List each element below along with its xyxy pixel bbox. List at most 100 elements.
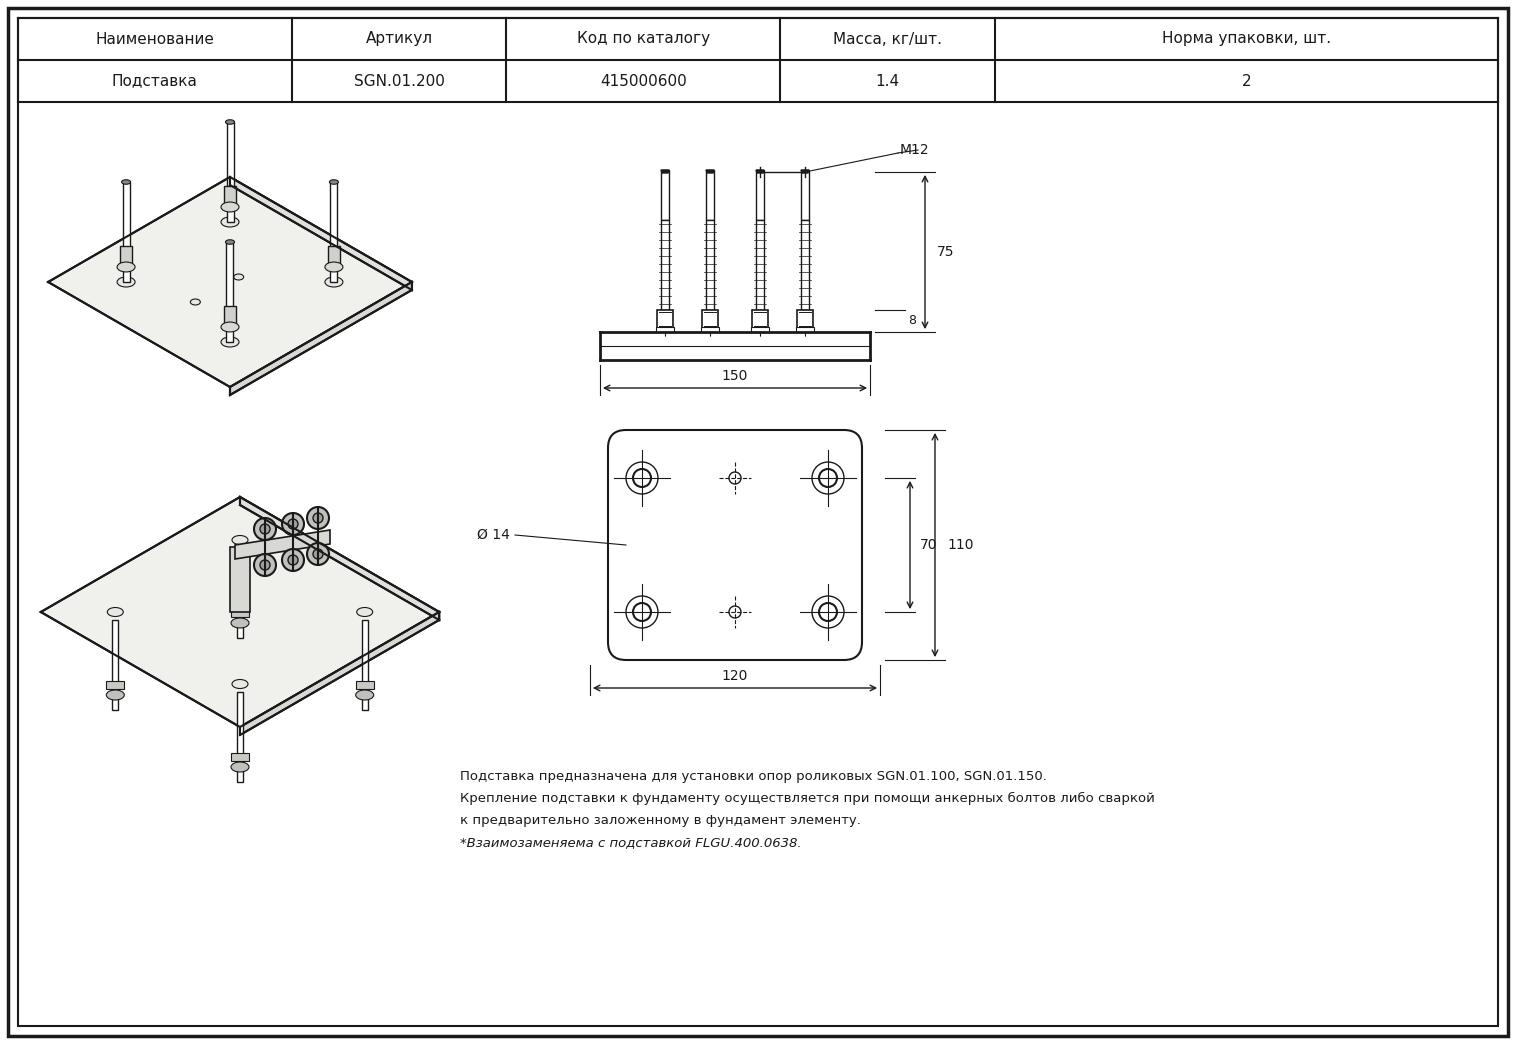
- Bar: [702, 310, 719, 328]
- Bar: [752, 310, 769, 328]
- Bar: [750, 327, 769, 332]
- Text: Код по каталогу: Код по каталогу: [576, 31, 709, 47]
- Ellipse shape: [233, 274, 244, 280]
- Ellipse shape: [106, 690, 124, 699]
- Ellipse shape: [312, 549, 323, 559]
- Text: Норма упаковки, шт.: Норма упаковки, шт.: [1161, 31, 1331, 47]
- Circle shape: [634, 469, 650, 487]
- Text: 1.4: 1.4: [875, 73, 899, 89]
- Polygon shape: [240, 497, 440, 620]
- Ellipse shape: [232, 536, 249, 545]
- Polygon shape: [756, 170, 764, 173]
- Ellipse shape: [221, 217, 240, 227]
- Polygon shape: [236, 692, 243, 782]
- Polygon shape: [800, 170, 810, 173]
- Circle shape: [813, 596, 844, 628]
- Circle shape: [819, 603, 837, 621]
- Polygon shape: [49, 177, 412, 387]
- Bar: [661, 220, 669, 310]
- Bar: [797, 310, 813, 328]
- Text: Крепление подставки к фундаменту осуществляется при помощи анкерных болтов либо : Крепление подставки к фундаменту осущест…: [459, 792, 1155, 805]
- Text: Наименование: Наименование: [96, 31, 214, 47]
- Polygon shape: [230, 753, 249, 761]
- Ellipse shape: [221, 337, 240, 347]
- Ellipse shape: [282, 549, 305, 571]
- Text: 120: 120: [722, 669, 749, 683]
- Polygon shape: [327, 246, 340, 267]
- Text: 70: 70: [920, 538, 937, 552]
- Polygon shape: [230, 609, 249, 617]
- Ellipse shape: [308, 507, 329, 529]
- Ellipse shape: [117, 277, 135, 287]
- Ellipse shape: [226, 240, 235, 244]
- Circle shape: [634, 603, 650, 621]
- Polygon shape: [240, 612, 440, 735]
- Ellipse shape: [261, 524, 270, 533]
- Text: 2: 2: [1242, 73, 1251, 89]
- Ellipse shape: [230, 618, 249, 628]
- Ellipse shape: [221, 203, 240, 212]
- Polygon shape: [112, 620, 118, 710]
- Polygon shape: [661, 170, 669, 173]
- Ellipse shape: [108, 608, 123, 617]
- Ellipse shape: [261, 560, 270, 570]
- Ellipse shape: [356, 690, 374, 699]
- Polygon shape: [236, 548, 243, 638]
- Polygon shape: [41, 497, 440, 727]
- Text: Масса, кг/шт.: Масса, кг/шт.: [832, 31, 941, 47]
- Ellipse shape: [288, 555, 299, 565]
- Text: 75: 75: [937, 245, 955, 259]
- Text: 415000600: 415000600: [600, 73, 687, 89]
- Ellipse shape: [282, 513, 305, 535]
- Circle shape: [626, 596, 658, 628]
- Text: SGN.01.200: SGN.01.200: [353, 73, 444, 89]
- Ellipse shape: [191, 299, 200, 305]
- Text: к предварительно заложенному в фундамент элементу.: к предварительно заложенному в фундамент…: [459, 814, 861, 827]
- Circle shape: [819, 469, 837, 487]
- Ellipse shape: [288, 519, 299, 529]
- Polygon shape: [226, 242, 233, 342]
- Bar: [656, 310, 673, 328]
- Polygon shape: [706, 170, 714, 173]
- Text: Артикул: Артикул: [365, 31, 432, 47]
- Bar: [756, 220, 764, 310]
- Ellipse shape: [356, 608, 373, 617]
- Bar: [756, 170, 764, 220]
- Ellipse shape: [255, 518, 276, 540]
- Text: 110: 110: [948, 538, 973, 552]
- Polygon shape: [230, 282, 412, 395]
- Polygon shape: [120, 246, 132, 267]
- Polygon shape: [235, 530, 330, 559]
- FancyBboxPatch shape: [608, 430, 863, 660]
- Bar: [800, 170, 810, 220]
- Ellipse shape: [312, 513, 323, 523]
- Ellipse shape: [117, 262, 135, 271]
- Bar: [706, 220, 714, 310]
- Bar: [230, 547, 250, 612]
- Bar: [700, 327, 719, 332]
- Ellipse shape: [308, 543, 329, 565]
- Ellipse shape: [324, 262, 343, 271]
- Text: 150: 150: [722, 369, 749, 383]
- Ellipse shape: [324, 277, 343, 287]
- Bar: [796, 327, 814, 332]
- Polygon shape: [226, 122, 233, 222]
- Polygon shape: [106, 681, 124, 689]
- Ellipse shape: [226, 120, 235, 124]
- Bar: [706, 170, 714, 220]
- Bar: [661, 170, 669, 220]
- Ellipse shape: [329, 180, 338, 184]
- Ellipse shape: [232, 680, 249, 688]
- Polygon shape: [362, 620, 368, 710]
- Ellipse shape: [121, 180, 130, 184]
- Ellipse shape: [255, 554, 276, 576]
- Polygon shape: [330, 182, 338, 282]
- Text: *Взаимозаменяема с подставкой FLGU.400.0638.: *Взаимозаменяема с подставкой FLGU.400.0…: [459, 836, 802, 849]
- Circle shape: [626, 462, 658, 494]
- Polygon shape: [224, 306, 236, 327]
- Polygon shape: [356, 681, 374, 689]
- Circle shape: [813, 462, 844, 494]
- Text: Подставка: Подставка: [112, 73, 197, 89]
- Ellipse shape: [221, 322, 240, 332]
- Text: Подставка предназначена для установки опор роликовых SGN.01.100, SGN.01.150.: Подставка предназначена для установки оп…: [459, 770, 1048, 783]
